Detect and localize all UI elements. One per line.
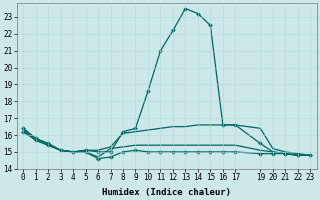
X-axis label: Humidex (Indice chaleur): Humidex (Indice chaleur) [102, 188, 231, 197]
